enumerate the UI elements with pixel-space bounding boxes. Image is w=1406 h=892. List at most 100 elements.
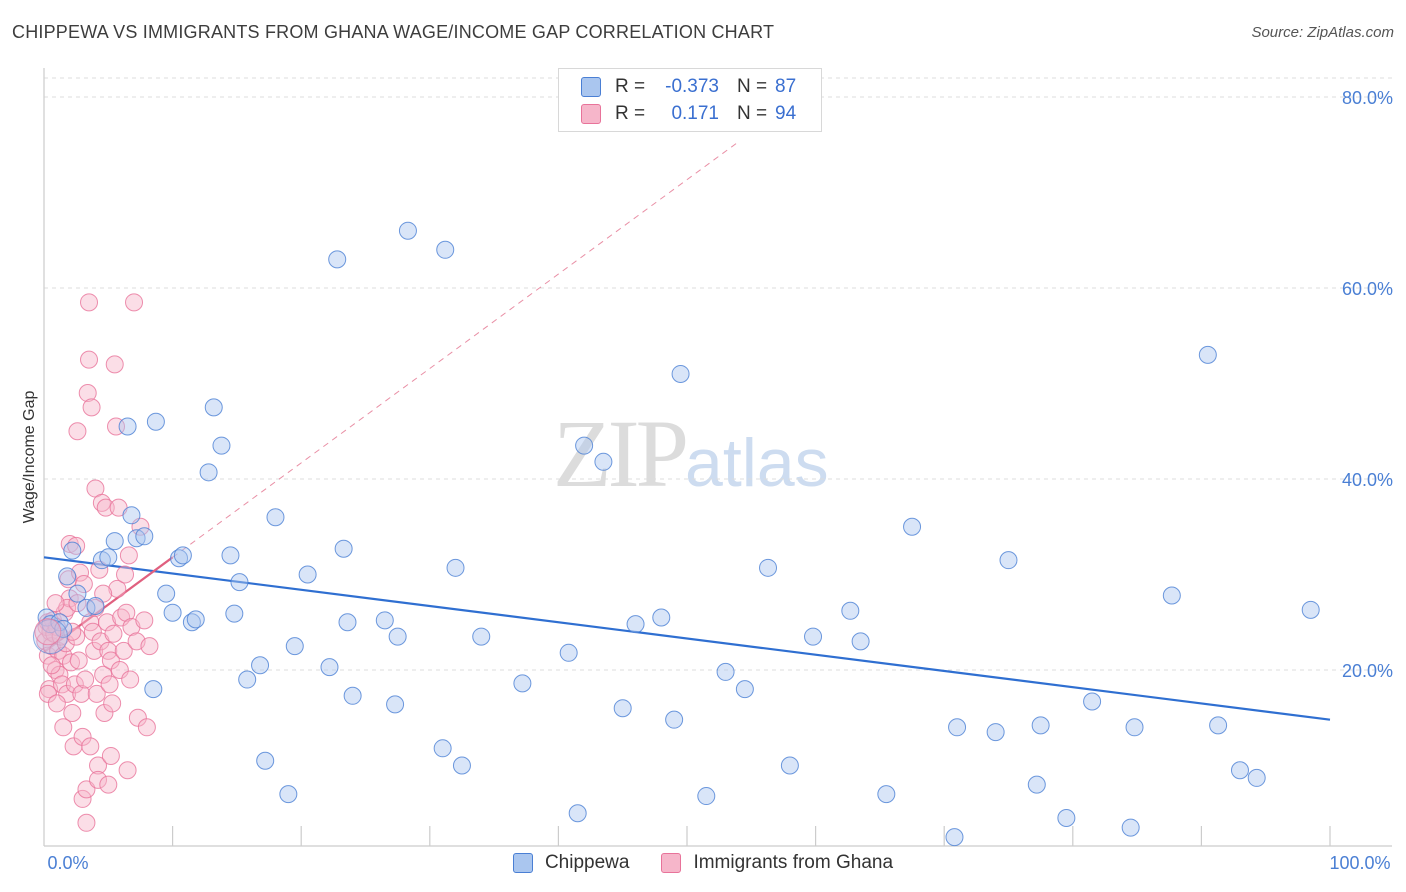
ghana-point [89, 756, 108, 775]
chippewa-point [204, 398, 223, 417]
chippewa-point [334, 539, 353, 558]
chippewa-point [613, 699, 632, 718]
chippewa-point [716, 662, 735, 681]
data-points [32, 221, 1320, 847]
chart-title: CHIPPEWA VS IMMIGRANTS FROM GHANA WAGE/I… [12, 22, 775, 42]
chippewa-point [804, 627, 823, 646]
chippewa-point [446, 558, 465, 577]
legend-swatch-pink [581, 104, 601, 124]
ghana-point [99, 775, 118, 794]
legend-r-label: R = [615, 76, 646, 97]
chippewa-point [105, 532, 124, 551]
legend-row-chippewa: R = -0.373 N = 87 [581, 74, 796, 100]
legend-swatch-blue [581, 77, 601, 97]
chippewa-point [1301, 600, 1320, 619]
legend-n-label: N = [737, 76, 768, 97]
chippewa-point [1162, 586, 1181, 605]
y-tick-label: 60.0% [1342, 279, 1393, 299]
axis-labels: 20.0% 40.0% 60.0% 80.0% 0.0% 100.0% Wage/Incom… [21, 88, 1393, 873]
series-legend: Chippewa Immigrants from Ghana [0, 852, 1406, 874]
chippewa-point [146, 412, 165, 431]
legend-n-value: 94 [775, 103, 797, 124]
ghana-point [72, 684, 91, 703]
ghana-point [116, 565, 135, 584]
ghana-point [101, 746, 120, 765]
chippewa-point [436, 240, 455, 259]
watermark-zip: ZIP [553, 400, 689, 507]
chippewa-cluster-point [32, 619, 68, 655]
ghana-point [81, 737, 100, 756]
legend-swatch-blue [512, 853, 533, 873]
legend-label-ghana: Immigrants from Ghana [693, 852, 894, 873]
chippewa-trend-line [43, 556, 1331, 721]
chippewa-point [986, 723, 1005, 742]
legend-label-chippewa: Chippewa [544, 852, 630, 873]
chippewa-point [186, 610, 205, 629]
chippewa-point [1230, 761, 1249, 780]
chippewa-point [877, 785, 896, 804]
ghana-point [73, 727, 92, 746]
chippewa-point [63, 541, 82, 560]
chippewa-point [238, 670, 257, 689]
chippewa-point [256, 751, 275, 770]
ghana-point [80, 350, 99, 369]
legend-item-ghana[interactable]: Immigrants from Ghana [661, 852, 893, 874]
chippewa-point [343, 686, 362, 705]
chippewa-point [398, 221, 417, 240]
ghana-point [78, 384, 97, 403]
chippewa-point [1198, 345, 1217, 364]
ghana-point [103, 694, 122, 713]
ghana-point [74, 575, 93, 594]
chippewa-point [594, 452, 613, 471]
ghana-point [117, 603, 136, 622]
chippewa-point [759, 558, 778, 577]
chippewa-point [780, 756, 799, 775]
chippewa-point [230, 573, 249, 592]
chippewa-point [452, 756, 471, 775]
chippewa-point [999, 551, 1018, 570]
chippewa-point [1209, 716, 1228, 735]
chippewa-point [173, 546, 192, 565]
chippewa-point [135, 527, 154, 546]
chippewa-point [122, 506, 141, 525]
legend-item-chippewa[interactable]: Chippewa [512, 852, 630, 874]
chippewa-point [144, 680, 163, 699]
chippewa-point [279, 785, 298, 804]
chippewa-point [575, 436, 594, 455]
x-tick-label: 0.0% [47, 853, 88, 873]
chippewa-point [386, 695, 405, 714]
chippewa-point [212, 436, 231, 455]
chippewa-point [665, 710, 684, 729]
ghana-point [101, 651, 120, 670]
ghana-point [119, 546, 138, 565]
chippewa-point [225, 604, 244, 623]
chippewa-point [375, 611, 394, 630]
correlation-legend: R = -0.373 N = 87 R = 0.171 N = 94 [558, 68, 822, 132]
ghana-point [80, 293, 99, 312]
ghana-point [104, 624, 123, 643]
chippewa-point [1121, 818, 1140, 837]
chippewa-point [433, 739, 452, 758]
ghana-point [68, 594, 87, 613]
chippewa-point [58, 567, 77, 586]
legend-n-label: N = [737, 103, 768, 124]
source-label: Source: ZipAtlas.com [1251, 24, 1394, 41]
chippewa-point [945, 828, 964, 847]
legend-swatch-pink [661, 853, 682, 873]
chippewa-point [1083, 692, 1102, 711]
ghana-point [58, 598, 77, 617]
ghana-point [62, 653, 81, 672]
ghana-point [95, 703, 114, 722]
ghana-point [96, 498, 115, 517]
legend-r-value: 0.171 [671, 103, 719, 124]
ghana-point [108, 579, 127, 598]
ghana-point [77, 813, 96, 832]
chippewa-point [320, 658, 339, 677]
chippewa-point [472, 627, 491, 646]
legend-r-label: R = [615, 103, 646, 124]
ghana-point [121, 670, 140, 689]
ghana-point [114, 641, 133, 660]
chippewa-point [841, 601, 860, 620]
ghana-point [77, 780, 96, 799]
ghana-point [46, 594, 65, 613]
